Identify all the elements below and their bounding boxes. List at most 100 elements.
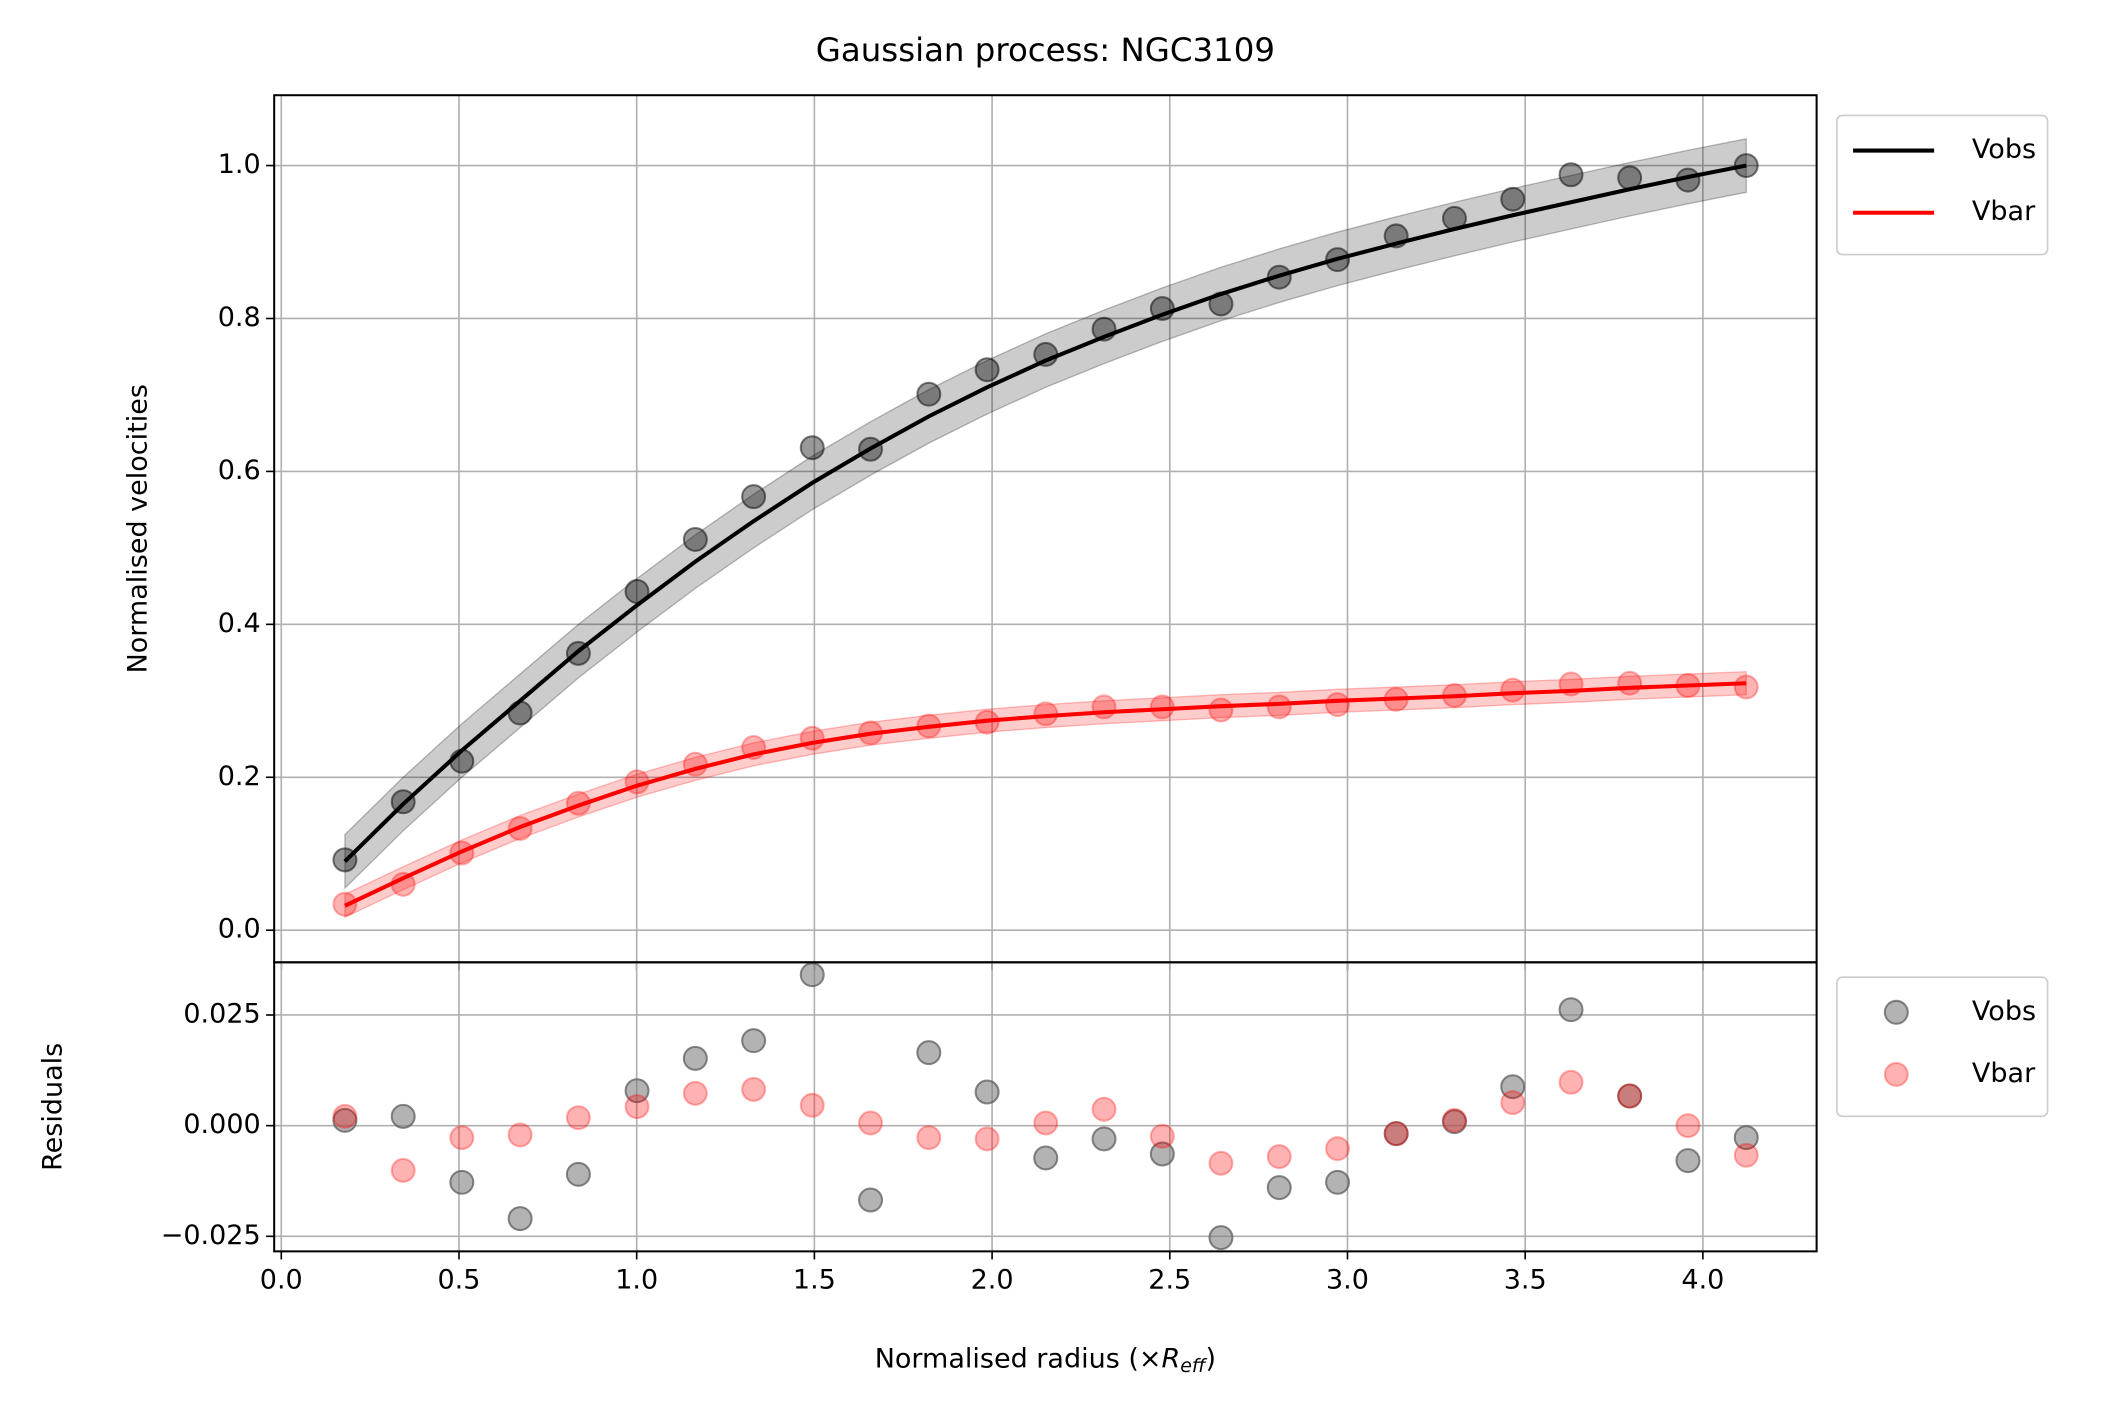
- y-tick-label: 0.6: [218, 455, 261, 486]
- x-tick-label: 0.0: [260, 1265, 303, 1296]
- data-point: [858, 1187, 884, 1213]
- plot-area: [332, 137, 1759, 919]
- data-point: [1325, 1136, 1351, 1162]
- data-point: [1733, 1142, 1759, 1168]
- x-label-subscript: eff: [1180, 1355, 1208, 1377]
- y-tick-label: 0.025: [183, 998, 260, 1029]
- chart-title: Gaussian process: NGC3109: [816, 31, 1275, 69]
- data-point: [449, 1125, 475, 1151]
- data-point: [1033, 1145, 1059, 1171]
- data-point: [449, 1169, 475, 1195]
- data-point: [1383, 1121, 1409, 1147]
- y-tick-label: 0.0: [218, 914, 261, 945]
- confidence-band: [344, 671, 1747, 919]
- data-point: [624, 1078, 650, 1104]
- x-tick-label: 2.0: [971, 1265, 1014, 1296]
- data-point: [1617, 670, 1643, 696]
- x-axis-label: Normalised radius (×Reff): [875, 1343, 1216, 1377]
- x-tick-label: 1.5: [793, 1265, 836, 1296]
- legend-label: Vobs: [1972, 996, 2036, 1027]
- data-point: [1617, 1083, 1643, 1109]
- data-point: [1500, 1090, 1526, 1116]
- y-tick-label: 0.4: [218, 608, 261, 639]
- data-point: [565, 1105, 591, 1131]
- data-point: [1266, 1144, 1292, 1170]
- x-tick-label: 3.5: [1504, 1265, 1547, 1296]
- legend-label: Vobs: [1972, 134, 2036, 165]
- data-point: [916, 1125, 942, 1151]
- data-point: [1033, 1110, 1059, 1136]
- x-tick-label: 0.5: [438, 1265, 481, 1296]
- x-tick-label: 2.5: [1148, 1265, 1191, 1296]
- x-tick-label: 4.0: [1681, 1265, 1724, 1296]
- y-axis-label: Residuals: [38, 1043, 69, 1171]
- data-point: [741, 1076, 767, 1102]
- x-label-text: Normalised radius (×: [875, 1343, 1162, 1374]
- plot-area: [332, 962, 1759, 1251]
- data-point: [1617, 1083, 1643, 1109]
- data-point: [1091, 1096, 1117, 1122]
- data-point: [1266, 1175, 1292, 1201]
- legend-swatch: [1883, 999, 1909, 1025]
- data-point: [1149, 1123, 1175, 1149]
- data-point: [1091, 694, 1117, 720]
- data-point: [916, 381, 942, 407]
- data-point: [1500, 186, 1526, 212]
- data-point: [1325, 1169, 1351, 1195]
- data-point: [1208, 697, 1234, 723]
- data-point: [799, 435, 825, 461]
- data-point: [799, 1092, 825, 1118]
- data-point: [1441, 1109, 1467, 1135]
- data-point: [1500, 677, 1526, 703]
- y-tick-label: 0.000: [183, 1109, 260, 1140]
- data-point: [1558, 162, 1584, 188]
- data-point: [565, 1161, 591, 1187]
- legend-label: Vbar: [1972, 196, 2036, 227]
- data-point: [1149, 1141, 1175, 1167]
- y-tick-label: 0.2: [218, 761, 261, 792]
- data-point: [1675, 1113, 1701, 1139]
- data-point: [858, 1110, 884, 1136]
- data-point: [682, 526, 708, 552]
- data-point: [1500, 1074, 1526, 1100]
- data-point: [799, 962, 825, 988]
- data-point: [1208, 1150, 1234, 1176]
- data-point: [507, 1206, 533, 1232]
- data-point: [332, 1107, 358, 1133]
- gp-mean-line: [344, 681, 1747, 908]
- data-point: [1733, 674, 1759, 700]
- data-point: [390, 1157, 416, 1183]
- data-point: [1441, 1107, 1467, 1133]
- data-point: [974, 1126, 1000, 1152]
- y-axis-label: Normalised velocities: [123, 384, 154, 673]
- data-point: [1733, 153, 1759, 179]
- data-point: [1675, 1148, 1701, 1174]
- data-point: [741, 1028, 767, 1054]
- legend-label: Vbar: [1972, 1058, 2036, 1089]
- data-point: [1325, 692, 1351, 718]
- x-tick-label: 3.0: [1326, 1265, 1369, 1296]
- legend-swatch: [1883, 1061, 1909, 1087]
- data-point: [741, 484, 767, 510]
- data-point: [1091, 1126, 1117, 1152]
- x-tick-label: 1.0: [615, 1265, 658, 1296]
- data-point: [1733, 1125, 1759, 1151]
- data-point: [332, 1103, 358, 1129]
- data-point: [974, 357, 1000, 383]
- data-point: [624, 1094, 650, 1120]
- data-point: [390, 1103, 416, 1129]
- data-point: [1558, 1069, 1584, 1095]
- x-label-symbol: R: [1162, 1343, 1181, 1374]
- y-tick-label: 0.8: [218, 302, 261, 333]
- data-point: [507, 1122, 533, 1148]
- data-point: [1266, 694, 1292, 720]
- data-point: [682, 1080, 708, 1106]
- data-point: [1383, 1121, 1409, 1147]
- data-point: [1558, 997, 1584, 1023]
- confidence-band: [344, 137, 1747, 890]
- data-point: [916, 1040, 942, 1066]
- data-point: [682, 1045, 708, 1071]
- gp-mean-line: [343, 163, 1747, 863]
